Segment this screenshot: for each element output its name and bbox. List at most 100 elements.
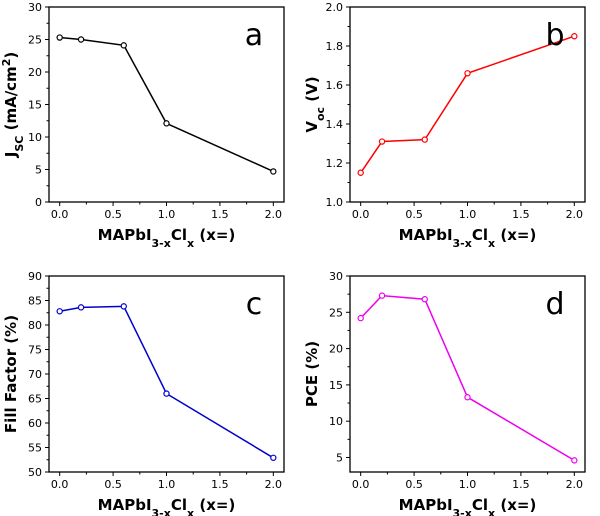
panel-b-data-point <box>464 70 471 77</box>
panel-d-data-point <box>571 457 578 464</box>
panel-a-letter: a <box>245 18 263 53</box>
panel-c-xtick-label: 0.0 <box>51 478 69 491</box>
panel-b-xlabel-tail: (x=) <box>495 226 536 244</box>
panel-d-xtick-label: 1.5 <box>512 478 530 491</box>
panel-d-data-point <box>464 394 471 401</box>
panel-c: 0.0 0.5 1.0 1.5 2.0 50 55 60 65 70 75 80 85 90 c MAPbI3… <box>2 270 285 516</box>
panel-d-xtick-label: 2.0 <box>566 478 584 491</box>
panel-c-ytick-label: 55 <box>28 442 42 455</box>
panel-a-ytick-label: 20 <box>28 66 42 79</box>
panel-d: 0.0 0.5 1.0 1.5 2.0 5 10 15 20 25 30 d MAPbI3-xClx (… <box>303 270 586 516</box>
panel-c-ytick-label: 85 <box>28 295 42 308</box>
panel-a-data-point <box>270 168 277 175</box>
panel-c-ytick-label: 90 <box>28 270 42 283</box>
panel-c-ytick-label: 70 <box>28 368 42 381</box>
panel-a-ytick-label: 30 <box>28 1 42 14</box>
panel-c-data-point <box>270 454 277 461</box>
panel-c-data-point <box>56 308 63 315</box>
panel-a-ylabel-end: ) <box>2 52 20 59</box>
panel-d-xaxis-title: MAPbI3-xClx (x=) <box>399 496 537 516</box>
panel-c-ytick-label: 80 <box>28 319 42 332</box>
panel-d-letter: d <box>545 287 564 322</box>
panel-d-series-line <box>360 294 575 462</box>
panel-d-ytick-label: 20 <box>329 343 343 356</box>
panel-b-xlabel-mid: Cl <box>472 226 488 244</box>
panel-c-letter: c <box>246 287 263 322</box>
panel-a-data-point <box>77 36 85 43</box>
panel-b-data-point <box>357 169 364 176</box>
panel-b-ylabel-main: V <box>303 121 321 133</box>
panel-c-ytick-label: 65 <box>28 393 42 406</box>
panel-a-xlabel-sub2: x <box>187 237 194 250</box>
panel-b-xtick-label: 2.0 <box>566 208 584 221</box>
panel-b-xlabel-sub2: x <box>488 237 495 250</box>
panel-c-xtick-label: 0.5 <box>104 478 122 491</box>
panel-b-xtick-label: 0.5 <box>405 208 423 221</box>
panel-b-xtick-label: 1.0 <box>459 208 477 221</box>
panel-a-ytick-label: 10 <box>28 131 42 144</box>
panel-c-xlabel-sub2: x <box>187 507 194 516</box>
panel-b-data-point <box>378 138 386 145</box>
panel-c-xtick-label: 1.5 <box>211 478 229 491</box>
panel-c-xtick-label: 1.0 <box>158 478 176 491</box>
panel-a-xlabel-sub: 3-x <box>152 237 171 250</box>
panel-b-ylabel-tail: (V) <box>303 76 321 107</box>
panel-d-ytick-label: 5 <box>336 451 343 464</box>
panel-a-data-point <box>56 34 63 41</box>
panel-a-xaxis-title: MAPbI3-xClx (x=) <box>98 226 236 250</box>
panel-c-series-line <box>59 305 274 459</box>
panel-b-xlabel-main: MAPbI <box>399 226 453 244</box>
panel-a-xtick-label: 1.0 <box>158 208 176 221</box>
panel-d-xlabel-main: MAPbI <box>399 496 453 514</box>
panel-c-data-point <box>120 303 127 310</box>
panel-d-ytick-label: 15 <box>329 379 343 392</box>
panel-c-data-point <box>77 304 85 311</box>
panel-c-xlabel-tail: (x=) <box>194 496 235 514</box>
panel-b-ytick-label: 1.0 <box>326 196 344 209</box>
panel-d-data-point <box>378 292 386 299</box>
panel-a-ytick-label: 15 <box>28 99 42 112</box>
panel-c-ytick-label: 75 <box>28 344 42 357</box>
panel-b-ytick-label: 2.0 <box>326 1 344 14</box>
panel-a-ytick-label: 5 <box>35 164 42 177</box>
panel-c-xtick-label: 2.0 <box>265 478 283 491</box>
panel-d-xtick-label: 0.0 <box>352 478 370 491</box>
panel-a-data-point <box>120 42 127 49</box>
panel-a-series-line <box>59 36 274 173</box>
panel-d-xtick-label: 0.5 <box>405 478 423 491</box>
panel-a-ylabel-tail: (mA/cm <box>2 66 20 135</box>
panel-b-ytick-label: 1.6 <box>326 79 344 92</box>
panel-b-ytick-label: 1.4 <box>326 118 344 131</box>
panel-a-xtick-label: 1.5 <box>211 208 229 221</box>
panel-a-xlabel-tail: (x=) <box>194 226 235 244</box>
panel-a-xtick-label: 0.5 <box>104 208 122 221</box>
panel-d-xlabel-mid: Cl <box>472 496 488 514</box>
panel-b-yaxis-title: Voc (V) <box>303 76 327 132</box>
panel-a-xlabel-main: MAPbI <box>98 226 152 244</box>
panel-a-ylabel-sub: SC <box>13 136 26 152</box>
panel-b-letter: b <box>545 18 564 53</box>
panel-b-xtick-label: 1.5 <box>512 208 530 221</box>
panel-c-xlabel-main: MAPbI <box>98 496 152 514</box>
panel-a-xlabel-mid: Cl <box>171 226 187 244</box>
panel-b-xaxis-title: MAPbI3-xClx (x=) <box>399 226 537 250</box>
panel-c-yaxis-title: Fill Factor (%) <box>2 315 20 433</box>
panel-a-ylabel-sup: 2 <box>0 59 13 67</box>
panel-a-ytick-label: 25 <box>28 34 42 47</box>
panel-c-ytick-label: 60 <box>28 417 42 430</box>
panel-d-ylabel-main: PCE (%) <box>303 341 321 407</box>
panel-d-xlabel-tail: (x=) <box>495 496 536 514</box>
panel-b-ylabel-sub: oc <box>314 107 327 121</box>
panel-a-data-point <box>163 120 170 127</box>
panel-d-xlabel-sub2: x <box>488 507 495 516</box>
panel-c-xlabel-mid: Cl <box>171 496 187 514</box>
panel-a: 0.0 0.5 1.0 1.5 2.0 0 5 10 15 20 25 30 a MAPbI3-xClx … <box>0 1 285 250</box>
panel-c-ylabel-main: Fill Factor (%) <box>2 315 20 433</box>
panel-b-series-line <box>360 35 575 174</box>
panel-b-ytick-label: 1.8 <box>326 40 344 53</box>
panel-a-ylabel-main: J <box>2 152 20 159</box>
panel-c-data-point <box>163 390 170 397</box>
panel-c-xaxis-title: MAPbI3-xClx (x=) <box>98 496 236 516</box>
panel-b-ytick-label: 1.2 <box>326 157 344 170</box>
